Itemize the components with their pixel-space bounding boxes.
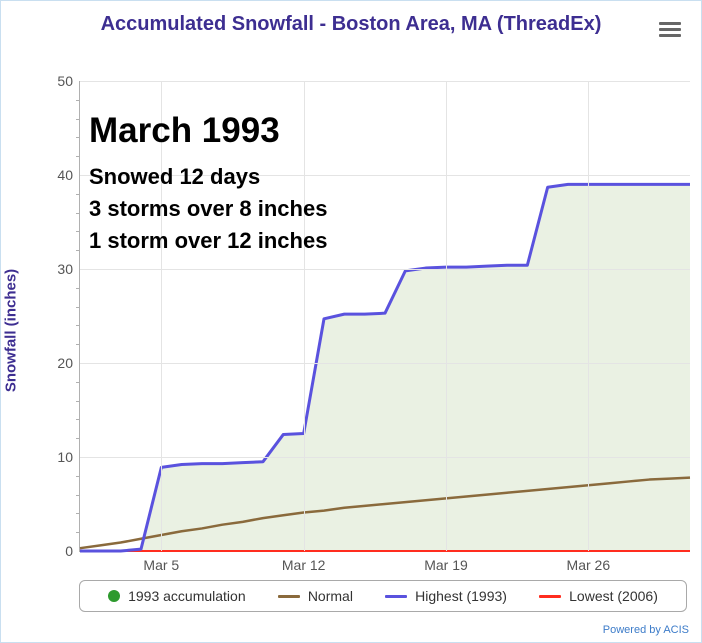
legend-dot-icon: [108, 590, 120, 602]
chart-title: Accumulated Snowfall - Boston Area, MA (…: [1, 13, 701, 36]
gridline-h: [80, 269, 690, 270]
y-minor-tick: [76, 137, 80, 138]
y-minor-tick: [76, 476, 80, 477]
y-minor-tick: [76, 288, 80, 289]
y-minor-tick: [76, 438, 80, 439]
annotation-overlay: March 1993 Snowed 12 days3 storms over 8…: [89, 111, 327, 257]
annotation-line: Snowed 12 days: [89, 161, 327, 193]
chart-frame: Accumulated Snowfall - Boston Area, MA (…: [0, 0, 702, 643]
y-minor-tick: [76, 495, 80, 496]
y-minor-tick: [76, 513, 80, 514]
y-minor-tick: [76, 419, 80, 420]
y-minor-tick: [76, 344, 80, 345]
y-minor-tick: [76, 213, 80, 214]
legend-item[interactable]: Highest (1993): [385, 588, 507, 604]
legend-label: 1993 accumulation: [128, 588, 246, 604]
gridline-h: [80, 457, 690, 458]
y-minor-tick: [76, 250, 80, 251]
annotation-line: 1 storm over 12 inches: [89, 225, 327, 257]
y-minor-tick: [76, 382, 80, 383]
chart-menu-button[interactable]: [659, 19, 681, 37]
legend-item[interactable]: Normal: [278, 588, 353, 604]
gridline-h: [80, 363, 690, 364]
legend-label: Lowest (2006): [569, 588, 658, 604]
y-minor-tick: [76, 119, 80, 120]
y-minor-tick: [76, 325, 80, 326]
x-tick-label: Mar 26: [567, 551, 611, 573]
credit-link[interactable]: Powered by ACIS: [603, 624, 689, 636]
legend-line-icon: [278, 595, 300, 598]
legend-line-icon: [539, 595, 561, 598]
y-minor-tick: [76, 100, 80, 101]
y-axis-label: Snowfall (inches): [3, 268, 20, 391]
annotation-heading: March 1993: [89, 111, 327, 151]
y-minor-tick: [76, 156, 80, 157]
y-tick-label: 0: [39, 543, 80, 559]
y-tick-label: 50: [39, 73, 80, 89]
y-minor-tick: [76, 532, 80, 533]
y-tick-label: 30: [39, 261, 80, 277]
legend-label: Highest (1993): [415, 588, 507, 604]
y-tick-label: 20: [39, 355, 80, 371]
gridline-v: [588, 81, 589, 551]
annotation-line: 3 storms over 8 inches: [89, 193, 327, 225]
x-tick-label: Mar 19: [424, 551, 468, 573]
x-tick-label: Mar 5: [143, 551, 179, 573]
legend-item[interactable]: Lowest (2006): [539, 588, 658, 604]
legend-item[interactable]: 1993 accumulation: [108, 588, 246, 604]
y-minor-tick: [76, 231, 80, 232]
y-minor-tick: [76, 307, 80, 308]
y-minor-tick: [76, 401, 80, 402]
x-tick-label: Mar 12: [282, 551, 326, 573]
legend-line-icon: [385, 595, 407, 598]
legend: 1993 accumulation Normal Highest (1993) Low…: [79, 580, 687, 612]
gridline-v: [446, 81, 447, 551]
y-tick-label: 40: [39, 167, 80, 183]
y-minor-tick: [76, 194, 80, 195]
legend-label: Normal: [308, 588, 353, 604]
gridline-h: [80, 81, 690, 82]
y-tick-label: 10: [39, 449, 80, 465]
